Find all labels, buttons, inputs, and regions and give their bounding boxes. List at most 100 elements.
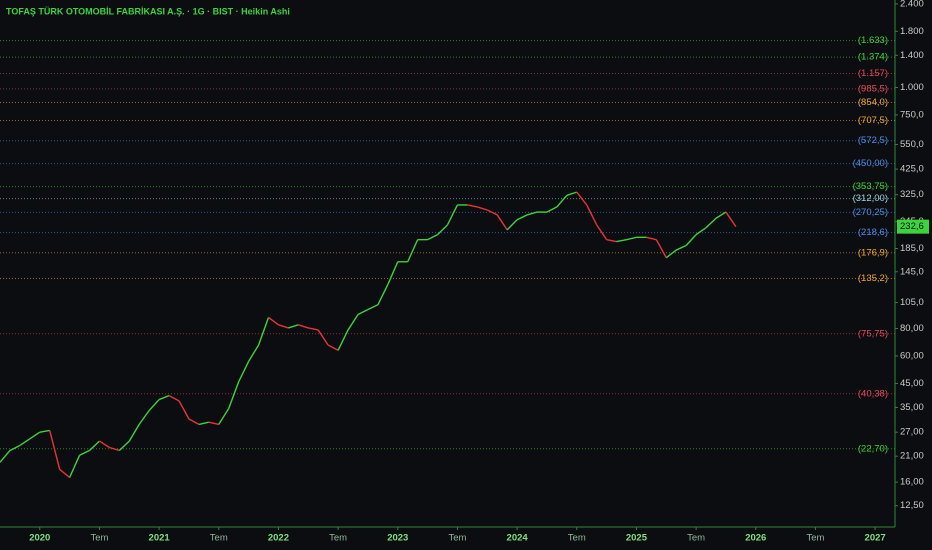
price-segment: [278, 324, 289, 329]
last-price-box: [897, 219, 929, 234]
x-tick-label: 2024: [507, 533, 529, 544]
price-segment: [19, 438, 31, 447]
price-segment: [317, 329, 329, 346]
price-segment: [526, 211, 538, 216]
level-label: (218,6): [858, 227, 888, 238]
price-segment: [675, 244, 687, 251]
level-label: (176,9): [858, 247, 888, 258]
price-segment: [695, 227, 707, 236]
price-segment: [496, 214, 508, 231]
price-segment: [188, 418, 200, 426]
level-label: (270,25): [853, 207, 888, 218]
level-label: (1.157): [858, 68, 888, 79]
price-segment: [298, 324, 309, 329]
x-tick-label: 2021: [149, 533, 171, 544]
price-segment: [158, 394, 170, 401]
price-segment: [467, 204, 478, 208]
price-segment: [68, 454, 81, 478]
price-segment: [268, 316, 279, 326]
y-tick-label: 27,00: [900, 427, 924, 438]
price-segment: [715, 211, 727, 219]
price-segment: [506, 219, 518, 231]
last-price-label: 232,6: [900, 221, 924, 232]
x-tick-label: Tem: [90, 533, 108, 544]
price-segment: [556, 194, 568, 208]
level-label: (1.633): [858, 35, 888, 46]
x-tick-label: 2026: [745, 533, 766, 544]
x-tick-label: Tem: [806, 533, 824, 544]
price-segment: [0, 450, 11, 463]
y-tick-label: 105,0: [900, 297, 924, 308]
price-segment: [327, 344, 339, 351]
price-segment: [546, 206, 558, 213]
price-segment: [655, 239, 667, 259]
price-segment: [118, 440, 130, 451]
price-segment: [198, 421, 209, 426]
x-tick-label: 2023: [387, 533, 408, 544]
level-label: (450,00): [853, 158, 888, 169]
level-label: (40,38): [858, 388, 888, 399]
x-tick-label: Tem: [687, 533, 705, 544]
price-segment: [109, 446, 120, 452]
level-label: (135,2): [858, 273, 888, 284]
price-segment: [437, 224, 448, 236]
price-segment: [218, 408, 230, 425]
price-segment: [357, 308, 369, 316]
y-tick-label: 1.800: [900, 26, 924, 37]
price-segment: [606, 238, 617, 243]
price-segment: [128, 424, 140, 442]
x-tick-label: 2025: [626, 533, 648, 544]
price-segment: [257, 317, 270, 346]
price-segment: [367, 304, 379, 311]
y-tick-label: 185,0: [900, 243, 924, 254]
x-tick-label: 2027: [865, 533, 886, 544]
price-segment: [148, 399, 160, 411]
price-segment: [347, 314, 359, 331]
price-segment: [387, 261, 399, 285]
price-segment: [616, 238, 627, 243]
y-tick-label: 12,50: [900, 500, 924, 511]
price-segment: [337, 329, 349, 351]
y-tick-label: 80,00: [900, 323, 924, 334]
price-segment: [49, 430, 61, 470]
price-segment: [377, 284, 389, 306]
x-tick-label: Tem: [210, 533, 228, 544]
price-segment: [238, 361, 250, 383]
price-segment: [89, 440, 100, 451]
price-segment: [516, 214, 528, 221]
price-segment: [566, 191, 577, 196]
y-tick-label: 21,00: [900, 451, 924, 462]
x-tick-label: 2022: [268, 533, 289, 544]
y-tick-label: 1.000: [900, 82, 924, 93]
level-label: (572,5): [858, 135, 888, 146]
price-segment: [427, 233, 438, 241]
level-label: (985,5): [858, 83, 888, 94]
price-segment: [9, 444, 21, 452]
price-segment: [138, 410, 150, 425]
level-label: (312,00): [853, 193, 888, 204]
y-tick-label: 60,00: [900, 350, 924, 361]
price-segment: [248, 344, 260, 362]
price-segment: [596, 224, 608, 241]
price-segment: [665, 249, 677, 259]
price-segment: [99, 440, 110, 449]
y-tick-label: 16,00: [900, 477, 924, 488]
price-segment: [208, 421, 219, 426]
x-tick-label: Tem: [329, 533, 347, 544]
level-label: (22,70): [858, 443, 888, 454]
y-tick-label: 325,0: [900, 189, 924, 200]
x-tick-label: Tem: [448, 533, 466, 544]
price-segment: [685, 234, 697, 246]
y-tick-label: 2.400: [900, 0, 924, 9]
y-tick-label: 1.400: [900, 50, 924, 61]
y-tick-label: 750,0: [900, 109, 924, 120]
x-tick-label: 2020: [29, 533, 50, 544]
level-label: (75,75): [858, 328, 888, 339]
price-segment: [576, 191, 588, 206]
y-tick-label: 425,0: [900, 164, 924, 175]
level-label: (854,0): [858, 97, 888, 108]
price-segment: [725, 211, 737, 228]
price-segment: [407, 239, 419, 263]
price-segment: [178, 400, 190, 420]
